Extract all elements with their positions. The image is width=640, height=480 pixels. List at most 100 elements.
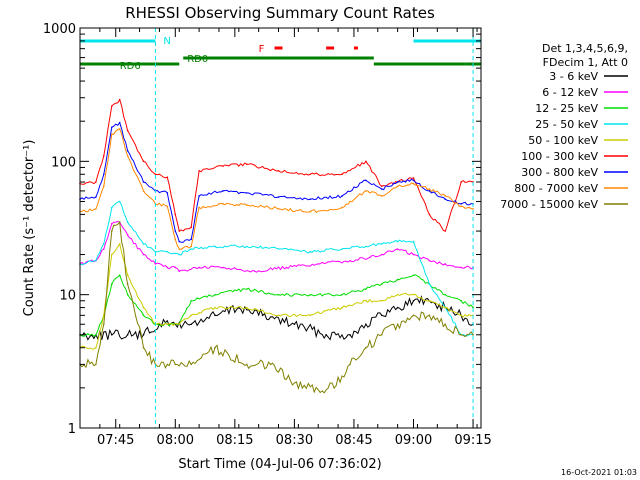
x-tick-label: 08:45 — [335, 433, 372, 448]
series-point-50-100-kev — [365, 299, 367, 302]
series-point-50-100-kev — [166, 323, 169, 326]
series-point-50-100-kev — [95, 346, 97, 349]
series-point-3-6-kev — [190, 323, 192, 326]
series-point-50-100-kev — [110, 253, 113, 256]
series-point-800-7000-kev — [365, 190, 367, 192]
series-point-6-12-kev — [285, 266, 288, 269]
plot-frame — [79, 27, 482, 429]
series-point-3-6-kev — [261, 314, 264, 317]
series-point-100-300-kev — [277, 169, 280, 172]
series-point-6-12-kev — [142, 253, 145, 256]
series-point-25-50-kev — [142, 243, 145, 245]
series-point-800-7000-kev — [166, 205, 169, 208]
series-point-800-7000-kev — [118, 128, 121, 130]
series-point-800-7000-kev — [198, 206, 200, 209]
x-tick-label: 07:45 — [97, 433, 134, 448]
series-point-25-50-kev — [428, 283, 431, 285]
series-point-100-300-kev — [126, 129, 129, 132]
series-point-100-300-kev — [154, 173, 157, 176]
series-point-6-12-kev — [154, 263, 157, 265]
timestamp: 16-Oct-2021 01:03 — [561, 468, 637, 477]
series-point-800-7000-kev — [412, 182, 415, 185]
series-point-300-800-kev — [428, 190, 431, 192]
series-layer — [79, 98, 474, 394]
series-point-800-7000-kev — [126, 155, 129, 157]
series-point-100-300-kev — [198, 169, 200, 172]
series-point-7000-15000-kev — [349, 363, 351, 366]
series-point-7000-15000-kev — [472, 334, 474, 336]
series-point-12-25-kev — [142, 314, 145, 317]
x-tick-label: 08:15 — [216, 433, 253, 448]
legend-label-800-7000-kev: 800 - 7000 keV — [514, 182, 598, 195]
series-point-6-12-kev — [369, 256, 371, 259]
series-point-50-100-kev — [277, 314, 280, 317]
series-point-6-12-kev — [174, 266, 177, 269]
series-point-3-6-kev — [110, 334, 113, 336]
series-point-50-100-kev — [444, 306, 447, 309]
flag-label-rd6: RD6 — [120, 61, 141, 72]
series-point-300-800-kev — [118, 121, 121, 124]
series-point-300-800-kev — [174, 230, 177, 232]
series-point-300-800-kev — [142, 181, 145, 183]
series-point-6-12-kev — [198, 266, 200, 269]
series-line-100-300-kev — [79, 98, 474, 232]
series-point-12-25-kev — [396, 278, 399, 281]
series-line-50-100-kev — [79, 242, 474, 350]
legend-label-7000-15000-kev: 7000 - 15000 keV — [500, 198, 598, 211]
series-point-7000-15000-kev — [428, 314, 431, 317]
series-point-3-6-kev — [412, 299, 415, 302]
series-point-100-300-kev — [95, 181, 97, 183]
flag-label-rd0: RD0 — [187, 54, 208, 65]
series-point-25-50-kev — [365, 245, 367, 248]
series-point-300-800-kev — [412, 179, 415, 182]
series-point-300-800-kev — [110, 126, 113, 129]
x-tick-label: 09:00 — [395, 433, 432, 448]
series-point-800-7000-kev — [110, 133, 113, 135]
series-point-7000-15000-kev — [245, 363, 248, 366]
series-point-800-7000-kev — [142, 190, 145, 192]
series-point-100-300-kev — [190, 226, 192, 229]
series-point-6-12-kev — [103, 248, 105, 250]
series-point-6-12-kev — [460, 266, 462, 269]
legend-label-6-12-kev: 6 - 12 keV — [542, 86, 598, 99]
legend: 3 - 6 keV 6 - 12 keV 12 - 25 keV 25 - 50 ke… — [500, 70, 628, 211]
x-axis-label: Start Time (04-Jul-06 07:36:02) — [178, 457, 381, 472]
series-point-12-25-kev — [341, 293, 343, 296]
series-point-50-100-kev — [428, 299, 431, 302]
series-point-50-100-kev — [126, 274, 129, 276]
series-point-25-50-kev — [95, 259, 97, 262]
series-point-6-12-kev — [110, 223, 113, 225]
series-point-100-300-kev — [166, 176, 169, 179]
series-point-25-50-kev — [110, 206, 113, 209]
ticks-layer: 07:45 08:00 08:15 08:30 08:45 09:00 09:15 1 10 10… — [43, 22, 492, 448]
chart-title: RHESSI Observing Summary Count Rates — [125, 4, 435, 22]
series-point-12-25-kev — [412, 274, 415, 276]
series-point-300-800-kev — [380, 188, 383, 190]
series-point-6-12-kev — [222, 266, 224, 269]
series-point-7000-15000-kev — [380, 334, 383, 336]
series-point-12-25-kev — [460, 299, 462, 302]
series-point-6-12-kev — [253, 270, 256, 272]
series-point-3-6-kev — [325, 334, 327, 336]
series-point-50-100-kev — [412, 293, 415, 296]
series-point-100-300-kev — [222, 165, 224, 167]
series-line-3-6-kev — [79, 295, 474, 341]
series-point-50-100-kev — [178, 323, 181, 326]
series-point-7000-15000-kev — [365, 346, 367, 349]
series-point-100-300-kev — [174, 213, 177, 216]
series-point-25-50-kev — [214, 245, 216, 248]
series-line-12-25-kev — [79, 274, 474, 337]
series-point-3-6-kev — [396, 306, 399, 309]
series-point-800-7000-kev — [428, 188, 431, 190]
series-point-100-300-kev — [142, 160, 145, 163]
series-point-25-50-kev — [245, 245, 248, 248]
series-point-300-800-kev — [190, 238, 192, 241]
legend-label-300-800-kev: 300 - 800 keV — [521, 166, 598, 179]
series-point-50-100-kev — [460, 314, 462, 317]
series-point-12-25-kev — [444, 293, 447, 296]
series-point-12-25-kev — [214, 293, 216, 296]
series-point-25-50-kev — [380, 243, 383, 245]
series-point-800-7000-kev — [472, 208, 474, 210]
series-point-6-12-kev — [380, 253, 383, 256]
